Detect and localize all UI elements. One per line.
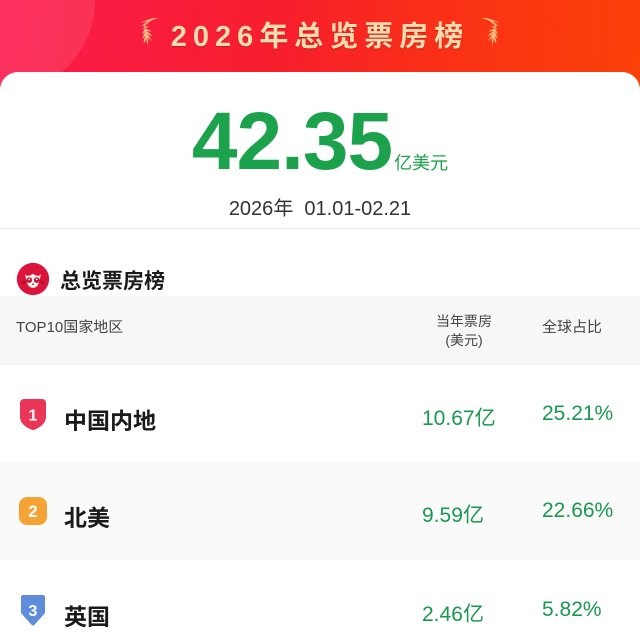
svg-text:2: 2 (28, 502, 37, 521)
svg-text:1: 1 (29, 408, 38, 425)
svg-text:3: 3 (29, 603, 38, 620)
